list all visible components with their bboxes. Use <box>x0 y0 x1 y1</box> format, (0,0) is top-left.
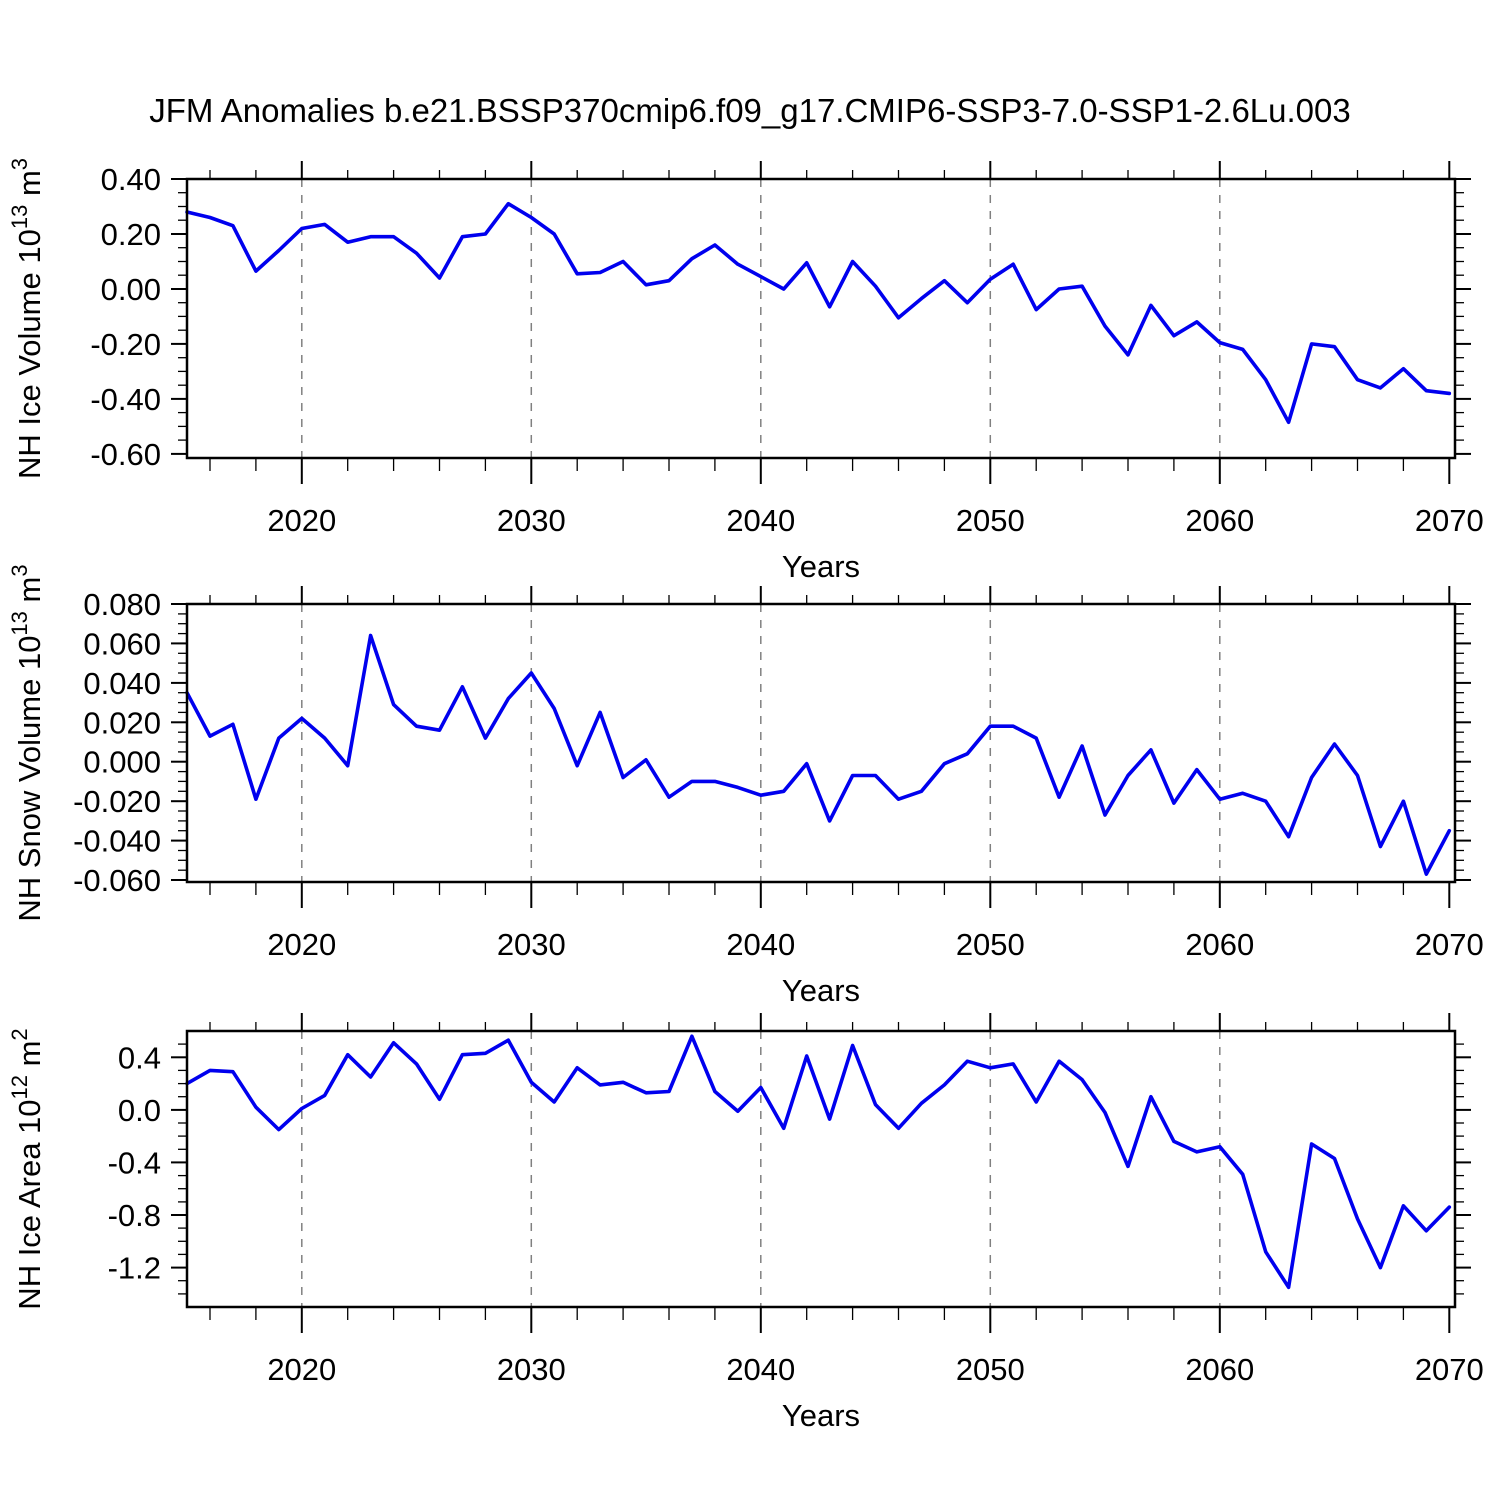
x-tick-label: 2030 <box>497 1352 566 1387</box>
x-tick-label: 2030 <box>497 927 566 962</box>
x-tick-label: 2030 <box>497 503 566 538</box>
x-tick-label: 2020 <box>267 503 336 538</box>
y-tick-label: 0.0 <box>118 1093 161 1128</box>
x-tick-label: 2050 <box>956 1352 1025 1387</box>
y-tick-label: -1.2 <box>108 1251 161 1286</box>
x-tick-label: 2040 <box>726 1352 795 1387</box>
x-tick-label: 2060 <box>1185 503 1254 538</box>
chart-title: JFM Anomalies b.e21.BSSP370cmip6.f09_g17… <box>149 92 1351 129</box>
panel-frame <box>185 177 1457 460</box>
nh-snow-volume-line <box>185 633 1452 876</box>
y-tick-label: -0.8 <box>108 1198 161 1233</box>
y-tick-label: -0.020 <box>73 784 161 819</box>
y-tick-label: 0.40 <box>101 162 161 197</box>
x-tick-label: 2050 <box>956 927 1025 962</box>
x-tick-label: 2070 <box>1415 1352 1484 1387</box>
panels-group: 2020 2030 2040 2050 2060 2070 0.40 0.20 0.00 -0.2… <box>7 158 1484 1433</box>
y-tick-label: -0.060 <box>73 863 161 898</box>
x-tick-label: 2060 <box>1185 927 1254 962</box>
x-tick-label: 2040 <box>726 503 795 538</box>
nh-ice-area-line <box>185 1034 1452 1290</box>
panel-nh-ice-area: 2020 2030 2040 2050 2060 2070 0.4 0.0 -0.4 -0.8 -1… <box>7 1013 1484 1433</box>
y-tick-label: 0.060 <box>83 626 161 661</box>
x-tick-label: 2050 <box>956 503 1025 538</box>
x-axis-title: Years <box>782 549 860 584</box>
panel-frame <box>185 1029 1457 1309</box>
x-tick-label: 2060 <box>1185 1352 1254 1387</box>
x-tick-label: 2070 <box>1415 503 1484 538</box>
y-axis-title: NH Ice Volume 1013 m3 <box>7 158 47 479</box>
x-tick-label: 2070 <box>1415 927 1484 962</box>
y-tick-label: -0.40 <box>90 382 161 417</box>
y-tick-label: -0.4 <box>108 1145 161 1180</box>
y-tick-label: -0.60 <box>90 437 161 472</box>
y-tick-label: -0.20 <box>90 327 161 362</box>
nh-ice-volume-line <box>185 201 1452 425</box>
y-tick-label: 0.000 <box>83 745 161 780</box>
y-tick-label: -0.040 <box>73 824 161 859</box>
panel-nh-ice-volume: 2020 2030 2040 2050 2060 2070 0.40 0.20 0.00 -0.2… <box>7 158 1484 584</box>
panel-frame <box>185 602 1457 884</box>
y-tick-label: 0.00 <box>101 272 161 307</box>
y-tick-label: 0.4 <box>118 1040 161 1075</box>
y-axis-title: NH Snow Volume 1013 m3 <box>7 564 47 921</box>
y-tick-label: 0.020 <box>83 705 161 740</box>
y-tick-label: 0.080 <box>83 587 161 622</box>
x-axis-title: Years <box>782 1398 860 1433</box>
y-axis-title: NH Ice Area 1012 m2 <box>7 1028 47 1309</box>
x-tick-label: 2020 <box>267 927 336 962</box>
x-tick-label: 2020 <box>267 1352 336 1387</box>
panel-nh-snow-volume: 2020 2030 2040 2050 2060 2070 0.080 0.060 0.040 0… <box>7 564 1484 1008</box>
x-axis-title: Years <box>782 973 860 1008</box>
x-tick-label: 2040 <box>726 927 795 962</box>
y-tick-label: 0.040 <box>83 666 161 701</box>
y-tick-label: 0.20 <box>101 217 161 252</box>
